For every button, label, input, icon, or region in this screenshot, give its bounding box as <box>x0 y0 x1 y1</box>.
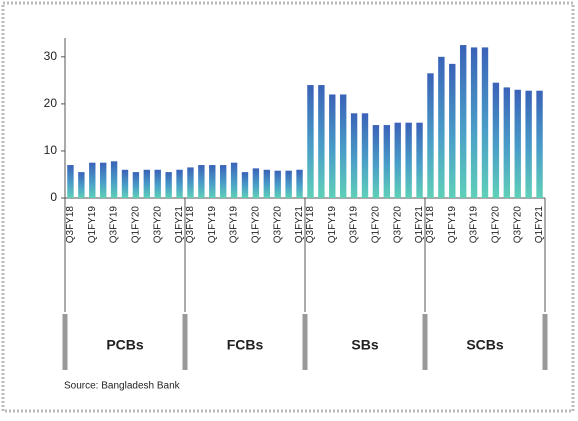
x-tick-label: Q1FY19 <box>327 206 338 244</box>
group-separator <box>182 314 188 370</box>
bar <box>132 172 140 198</box>
group-label: FCBs <box>227 337 264 353</box>
bar <box>438 56 445 198</box>
x-tick-label: Q3FY20 <box>152 206 163 244</box>
bar <box>241 172 249 198</box>
bar <box>230 162 238 198</box>
x-tick-label: Q1FY19 <box>207 206 218 244</box>
x-tick-label: Q3FY19 <box>469 206 480 244</box>
bar <box>165 172 172 198</box>
bar <box>296 169 303 198</box>
bar <box>536 90 543 198</box>
frame <box>1 1 575 413</box>
x-tick-label: Q1FY21 <box>294 206 305 244</box>
bar <box>67 165 74 198</box>
x-tick-label: Q3FY20 <box>512 206 523 244</box>
x-tick-label: Q1FY20 <box>491 206 502 244</box>
bar <box>154 169 161 198</box>
x-tick-label: Q3FY19 <box>109 206 120 244</box>
x-tick-label: Q1FY19 <box>87 206 98 244</box>
group-separator <box>302 314 308 370</box>
bar <box>187 167 194 198</box>
group-label: SCBs <box>466 337 504 353</box>
group-separator <box>542 314 548 370</box>
bar <box>481 47 489 198</box>
y-tick-label: 0 <box>50 190 57 204</box>
bar <box>427 73 434 198</box>
bar <box>339 94 347 198</box>
bar <box>198 165 205 198</box>
x-tick-label: Q3FY20 <box>272 206 283 244</box>
x-tick-label: Q1FY21 <box>534 206 545 244</box>
bar <box>470 47 478 198</box>
bar <box>329 94 336 198</box>
x-tick-label: Q3FY19 <box>229 206 240 244</box>
bar <box>307 85 314 198</box>
x-tick-label: Q1FY21 <box>174 206 185 244</box>
bar <box>416 122 423 198</box>
x-tick-label: Q3FY19 <box>349 206 360 244</box>
bar <box>350 113 358 198</box>
bar <box>285 170 292 198</box>
x-tick-label: Q1FY20 <box>131 206 142 244</box>
bar <box>209 165 216 198</box>
bar <box>514 89 521 198</box>
x-tick-label: Q1FY20 <box>371 206 382 244</box>
x-tick-label: Q3FY20 <box>392 206 403 244</box>
bar <box>121 169 129 198</box>
bar <box>99 162 107 198</box>
bar <box>503 87 511 198</box>
x-tick-label: Q3FY18 <box>305 206 316 244</box>
bar <box>394 122 401 198</box>
bar <box>263 169 271 198</box>
x-tick-label: Q1FY20 <box>251 206 262 244</box>
x-tick-label: Q1FY21 <box>414 206 425 244</box>
group-separator <box>62 314 68 370</box>
bar <box>176 169 183 198</box>
group-separator <box>422 314 428 370</box>
bar <box>492 82 500 198</box>
source: Source: Bangladesh Bank <box>64 381 181 392</box>
bar <box>383 125 391 198</box>
x-tick-label: Q1FY19 <box>447 206 458 244</box>
x-tick-label: Q3FY18 <box>185 206 196 244</box>
bar <box>405 122 412 198</box>
bar <box>252 168 260 198</box>
y-tick-label: 30 <box>44 49 58 63</box>
y-tick-label: 20 <box>44 96 58 110</box>
y-tick-label: 10 <box>44 143 58 157</box>
bar <box>449 63 456 198</box>
x-tick-label: Q3FY18 <box>65 206 76 244</box>
bar <box>89 162 96 198</box>
bar <box>274 170 281 198</box>
group-label: PCBs <box>106 337 144 353</box>
bar <box>361 113 369 198</box>
bar <box>143 169 151 198</box>
x-tick-label: Q3FY18 <box>425 206 436 244</box>
bar <box>219 165 227 198</box>
bar <box>525 90 532 198</box>
bar <box>110 161 118 198</box>
bar <box>372 125 380 198</box>
bar <box>78 172 85 198</box>
bar <box>318 85 325 198</box>
bar <box>459 45 467 198</box>
group-label: SBs <box>351 337 378 353</box>
